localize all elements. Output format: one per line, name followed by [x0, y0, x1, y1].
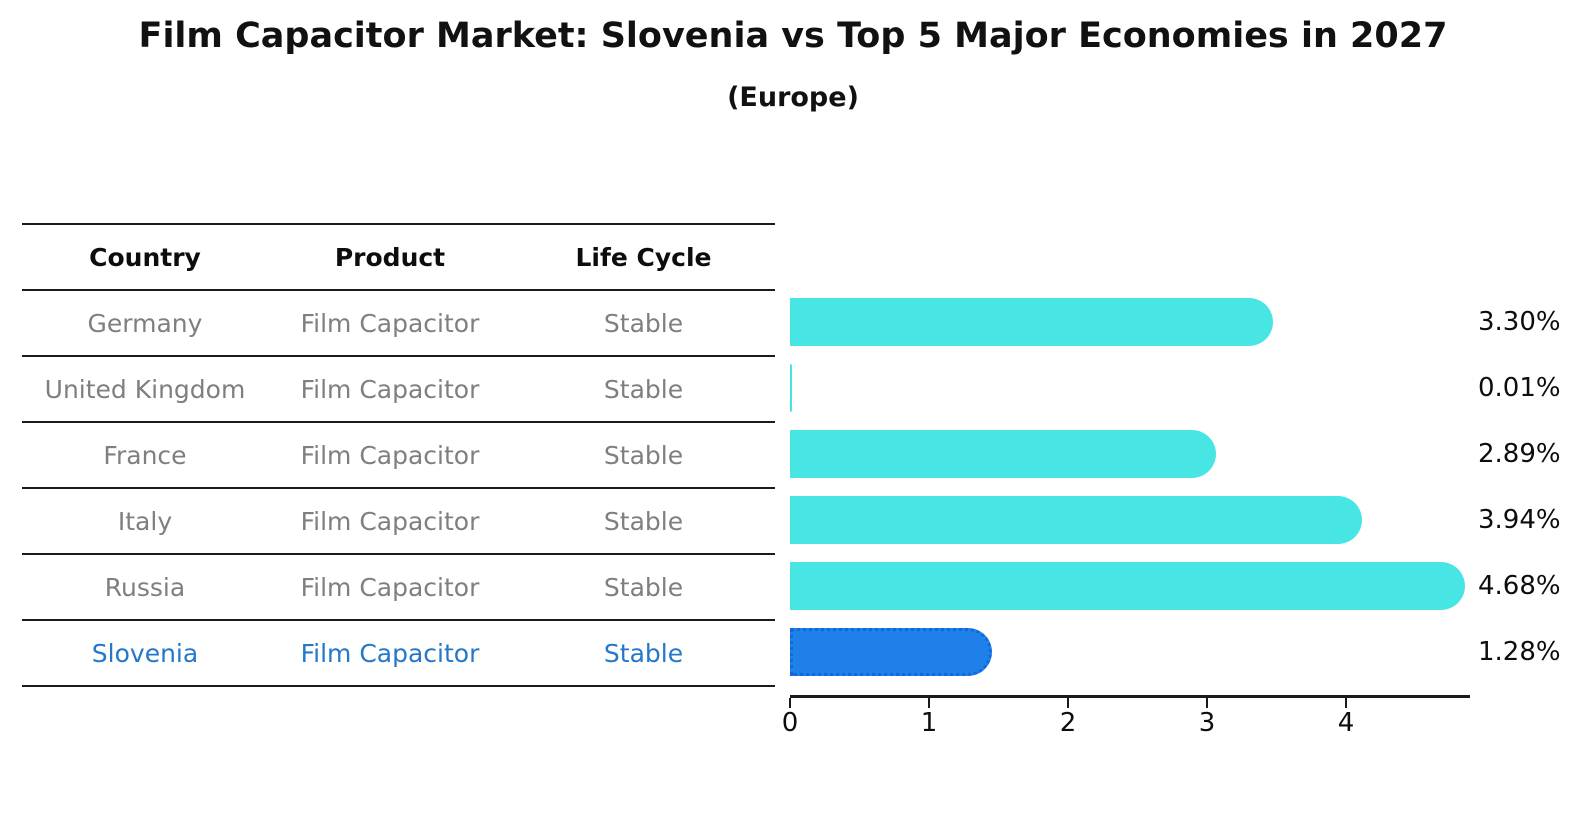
x-tick-0: [789, 698, 791, 708]
cell-country: Russia: [104, 572, 186, 602]
x-tick-3: [1206, 698, 1208, 708]
market-table: Country Product Life Cycle Germany Film …: [22, 223, 775, 687]
bar-row-france: [790, 430, 1216, 478]
cell-life-cycle: Stable: [603, 374, 684, 404]
bar-slovenia: [790, 628, 992, 676]
cell-country: Italy: [117, 506, 173, 536]
cell-product: Film Capacitor: [300, 572, 480, 602]
cell-country: Germany: [87, 308, 203, 338]
bar-italy: [790, 496, 1362, 544]
value-label-italy: 3.94%: [1478, 505, 1561, 535]
x-tick-label-3: 3: [1198, 708, 1216, 738]
cell-product: Film Capacitor: [300, 440, 480, 470]
cell-product: Film Capacitor: [300, 638, 480, 668]
bar-row-united-kingdom: [790, 364, 792, 412]
x-tick-4: [1345, 698, 1347, 708]
x-tick-label-1: 1: [920, 708, 938, 738]
bar-row-slovenia: [790, 628, 992, 676]
x-tick-1: [928, 698, 930, 708]
table-row-slovenia: Slovenia Film Capacitor Stable: [22, 621, 775, 687]
value-label-united-kingdom: 0.01%: [1478, 373, 1561, 403]
cell-country: Slovenia: [91, 638, 199, 668]
x-tick-label-2: 2: [1059, 708, 1077, 738]
column-header-country: Country: [89, 242, 201, 272]
cell-life-cycle: Stable: [603, 638, 684, 668]
cell-product: Film Capacitor: [300, 374, 480, 404]
bar-row-italy: [790, 496, 1362, 544]
cell-life-cycle: Stable: [603, 308, 684, 338]
value-label-slovenia: 1.28%: [1478, 637, 1561, 667]
x-tick-label-0: 0: [781, 708, 799, 738]
table-row-russia: Russia Film Capacitor Stable: [22, 555, 775, 621]
column-header-life-cycle: Life Cycle: [575, 242, 712, 272]
table-row-france: France Film Capacitor Stable: [22, 423, 775, 489]
table-row-united-kingdom: United Kingdom Film Capacitor Stable: [22, 357, 775, 423]
bar-row-germany: [790, 298, 1273, 346]
column-header-product: Product: [334, 242, 446, 272]
bar-row-russia: [790, 562, 1465, 610]
x-tick-2: [1067, 698, 1069, 708]
cell-product: Film Capacitor: [300, 308, 480, 338]
value-label-france: 2.89%: [1478, 439, 1561, 469]
cell-country: France: [103, 440, 187, 470]
bar-france: [790, 430, 1216, 478]
page-title: Film Capacitor Market: Slovenia vs Top 5…: [138, 16, 1448, 56]
bar-russia: [790, 562, 1465, 610]
bar-germany: [790, 298, 1273, 346]
table-header-row: Country Product Life Cycle: [22, 225, 775, 291]
x-tick-label-4: 4: [1337, 708, 1355, 738]
cell-product: Film Capacitor: [300, 506, 480, 536]
value-label-russia: 4.68%: [1478, 571, 1561, 601]
value-label-germany: 3.30%: [1478, 307, 1561, 337]
cell-country: United Kingdom: [44, 374, 246, 404]
table-row-italy: Italy Film Capacitor Stable: [22, 489, 775, 555]
table-row-germany: Germany Film Capacitor Stable: [22, 291, 775, 357]
page-subtitle: (Europe): [727, 82, 859, 113]
x-axis: [790, 695, 1470, 698]
cell-life-cycle: Stable: [603, 572, 684, 602]
cell-life-cycle: Stable: [603, 440, 684, 470]
bar-united-kingdom: [790, 364, 792, 412]
cell-life-cycle: Stable: [603, 506, 684, 536]
